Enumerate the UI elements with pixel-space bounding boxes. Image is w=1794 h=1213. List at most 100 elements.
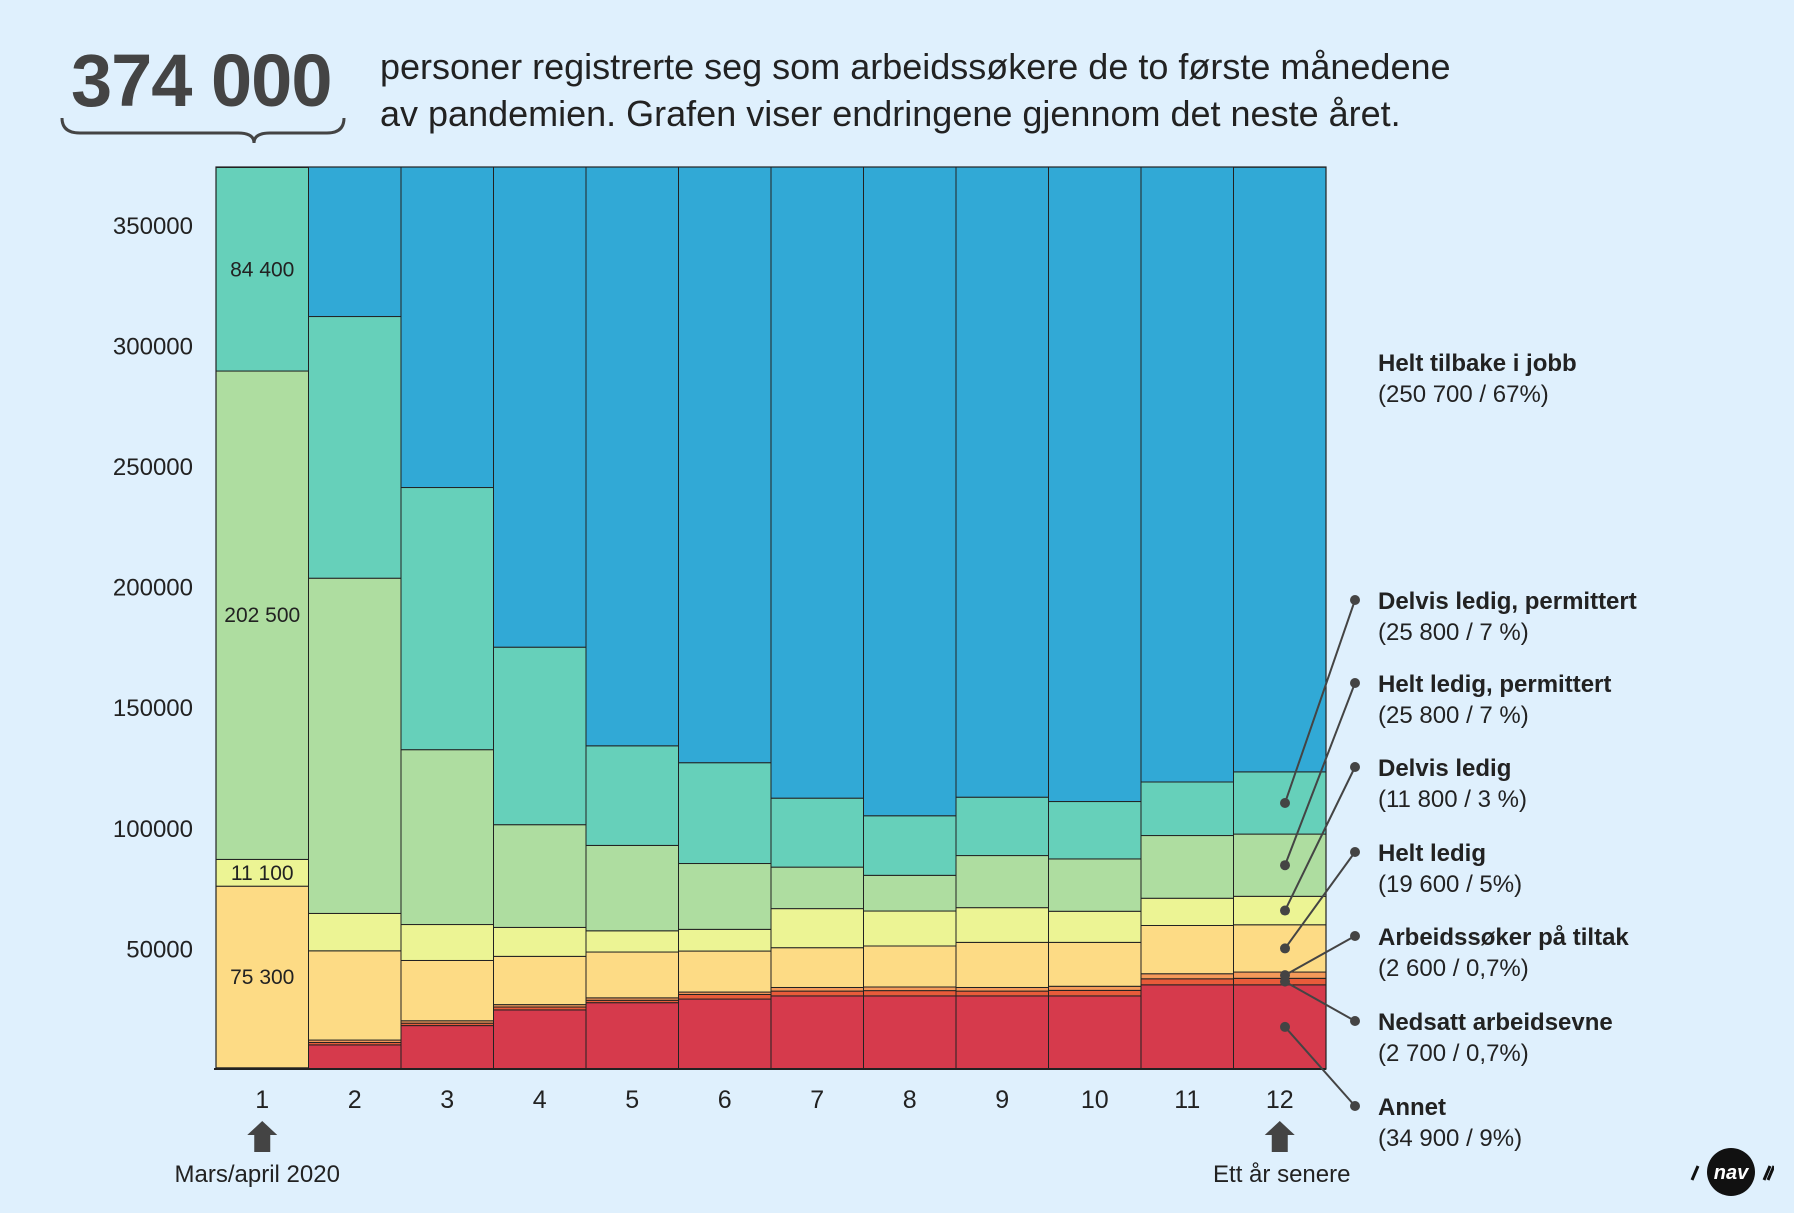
legend-detail: (2 600 / 0,7%) bbox=[1378, 955, 1529, 982]
bar-segment bbox=[308, 912, 402, 952]
legend-pointer-dot bbox=[1350, 931, 1360, 941]
bar-segment bbox=[678, 950, 772, 993]
bar-segment bbox=[308, 950, 402, 1041]
legend-name: Nedsatt arbeidsevne bbox=[1378, 1009, 1613, 1036]
bar-segment bbox=[1140, 166, 1234, 783]
legend-entry: Annet (34 900 / 9%) bbox=[1280, 1021, 1522, 1152]
x-tick-label: 6 bbox=[718, 1086, 732, 1114]
bar-segment bbox=[955, 166, 1049, 798]
bar-segment bbox=[1048, 166, 1142, 803]
legend-detail: (25 800 / 7 %) bbox=[1378, 619, 1529, 646]
bar-segment bbox=[585, 166, 679, 747]
bar-segment bbox=[308, 577, 402, 914]
bar-segment bbox=[400, 166, 494, 489]
bar-segment bbox=[585, 951, 679, 999]
x-tick-label: 11 bbox=[1174, 1086, 1200, 1114]
x-tick-label: 1 bbox=[255, 1086, 269, 1114]
headline-text: personer registrerte seg som arbeidssøke… bbox=[380, 43, 1580, 137]
data-label: 84 400 bbox=[230, 258, 294, 281]
bar-segment bbox=[1048, 858, 1142, 912]
bar-segment bbox=[955, 907, 1049, 943]
x-tick-label: 12 bbox=[1266, 1086, 1294, 1114]
bar-segment bbox=[770, 866, 864, 910]
total-registered-number: 374 000 bbox=[71, 39, 332, 122]
segment-pointer-dot bbox=[1280, 860, 1290, 871]
bar-segment bbox=[400, 1025, 494, 1070]
bar-segment bbox=[770, 947, 864, 988]
bar-segment bbox=[1233, 833, 1327, 897]
y-tick-label: 100000 bbox=[113, 816, 193, 843]
segment-pointer-dot bbox=[1280, 976, 1290, 987]
x-tick-label: 4 bbox=[533, 1086, 547, 1114]
bar-segment bbox=[1048, 989, 1142, 997]
segment-pointer-dot bbox=[1280, 797, 1290, 808]
legend-entry: Delvis ledig, permittert (25 800 / 7 %) bbox=[1280, 588, 1637, 808]
legend-detail: (2 700 / 0,7%) bbox=[1378, 1040, 1529, 1067]
bar-segment bbox=[1140, 897, 1234, 927]
bar-segment bbox=[308, 166, 402, 318]
bar-segment bbox=[493, 955, 587, 1006]
data-label: 202 500 bbox=[224, 604, 300, 627]
bar-segment bbox=[770, 166, 864, 799]
bar-segment bbox=[1048, 910, 1142, 943]
bar-segment bbox=[585, 844, 679, 932]
legend-entry: Nedsatt arbeidsevne (2 700 / 0,7%) bbox=[1280, 976, 1613, 1067]
bar-segment bbox=[493, 646, 587, 826]
legend-pointer-line bbox=[1284, 980, 1356, 1022]
bar-segment bbox=[1140, 984, 1234, 1070]
legend-entry: Helt ledig, permittert (25 800 / 7 %) bbox=[1280, 671, 1611, 871]
end-label: Ett år senere bbox=[1213, 1161, 1350, 1188]
legend-name: Delvis ledig, permittert bbox=[1378, 588, 1637, 615]
bar-segment bbox=[770, 995, 864, 1070]
x-tick-label: 5 bbox=[625, 1086, 639, 1114]
legend-pointer-line bbox=[1284, 599, 1356, 804]
bar-segment bbox=[678, 998, 772, 1070]
bar-segment bbox=[863, 990, 957, 997]
bar-segment bbox=[955, 855, 1049, 909]
legend-pointer-dot bbox=[1350, 595, 1360, 605]
bar-segment bbox=[1048, 941, 1142, 987]
segment-pointer-dot bbox=[1280, 943, 1290, 954]
bar-segment bbox=[400, 487, 494, 751]
bar-segment bbox=[1140, 925, 1234, 975]
legend-name: Helt ledig, permittert bbox=[1378, 671, 1611, 698]
legend-detail: (250 700 / 67%) bbox=[1378, 381, 1549, 408]
bar-segment bbox=[1048, 995, 1142, 1070]
y-tick-label: 50000 bbox=[126, 936, 193, 963]
legend-entry: Arbeidssøker på tiltak (2 600 / 0,7%) bbox=[1280, 924, 1629, 982]
legend-name: Annet bbox=[1378, 1094, 1446, 1121]
bar-segment bbox=[863, 986, 957, 992]
bar-segment bbox=[770, 908, 864, 949]
data-label: 11 100 bbox=[231, 862, 294, 885]
y-tick-label: 150000 bbox=[113, 695, 193, 722]
legend-name: Arbeidssøker på tiltak bbox=[1378, 924, 1629, 951]
bar-segment bbox=[955, 796, 1049, 857]
bar-segment bbox=[863, 874, 957, 912]
bar-segment bbox=[493, 166, 587, 648]
segment-pointer-dot bbox=[1280, 905, 1290, 916]
bar-segment bbox=[1233, 971, 1327, 979]
bar-segment bbox=[493, 1009, 587, 1070]
bar-segment bbox=[1233, 166, 1327, 773]
bar-segment bbox=[863, 910, 957, 947]
nav-logo: nav bbox=[1688, 1146, 1776, 1198]
bar-segment bbox=[308, 316, 402, 579]
start-label: Mars/april 2020 bbox=[175, 1161, 340, 1188]
bar-segment bbox=[308, 1044, 402, 1070]
legend-detail: (11 800 / 3 %) bbox=[1378, 786, 1527, 813]
bar-segment bbox=[770, 990, 864, 997]
svg-text:nav: nav bbox=[1714, 1162, 1750, 1184]
legend-name: Delvis ledig bbox=[1378, 755, 1511, 782]
bar-segment bbox=[770, 797, 864, 868]
legend-pointer-dot bbox=[1350, 847, 1360, 857]
legend-entry: Delvis ledig (11 800 / 3 %) bbox=[1280, 755, 1527, 916]
bar-segment bbox=[1140, 973, 1234, 980]
legend-pointer-dot bbox=[1350, 1016, 1360, 1026]
y-tick-label: 200000 bbox=[113, 575, 193, 602]
bar-segment bbox=[1140, 835, 1234, 899]
legend-pointer-dot bbox=[1350, 678, 1360, 688]
legend-pointer-line bbox=[1284, 766, 1356, 911]
bar-segment bbox=[1048, 985, 1142, 991]
bar-segment bbox=[400, 749, 494, 926]
